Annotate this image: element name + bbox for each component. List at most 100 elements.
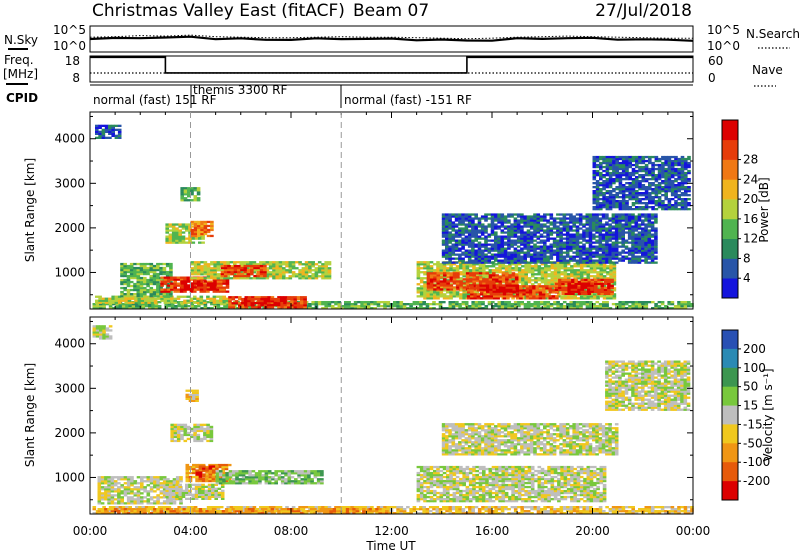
- heat-cell-20: [602, 176, 606, 179]
- heat-cell-19: [445, 221, 449, 224]
- heat-cell-17: [587, 290, 591, 293]
- heat-cell-16: [597, 278, 601, 281]
- heat-cell-2: [146, 282, 150, 286]
- heat-cell-13: [517, 263, 522, 266]
- heat-cell-5: [304, 267, 309, 270]
- heat-cell-2: [159, 278, 163, 282]
- heat-cell-19: [529, 239, 534, 242]
- heat-cell-0: [667, 303, 671, 306]
- heat-cell-6: [223, 272, 228, 276]
- heat-cell-19: [578, 251, 583, 254]
- heat-cell-16: [610, 278, 614, 281]
- heat-cell-19: [572, 243, 576, 246]
- heat-cell-19: [529, 235, 534, 238]
- heat-cell-9: [168, 229, 173, 232]
- heat-cell-10: [197, 230, 201, 234]
- heat-cell-10: [190, 230, 195, 234]
- heat-cell-18: [479, 284, 483, 287]
- heat-cell-19: [497, 247, 501, 250]
- heat-cell-1: [176, 295, 181, 298]
- heat-cell-7: [277, 296, 281, 299]
- heat-cell-13: [433, 283, 437, 286]
- heat-cell-19: [458, 259, 462, 262]
- heat-cell-0: [683, 305, 688, 308]
- heat-cell-8: [260, 299, 264, 303]
- heat-cell-3: [160, 290, 164, 293]
- heat-cell-19: [477, 245, 482, 248]
- heat-cell-19: [490, 227, 495, 230]
- heat-cell-2: [136, 288, 141, 292]
- heat-cell-2: [152, 278, 157, 282]
- heat-cell-19: [647, 235, 652, 238]
- heat-cell-13: [426, 267, 430, 270]
- heat-cell-19: [546, 257, 550, 260]
- heat-cell-13: [553, 271, 558, 274]
- heat-cell-20: [605, 208, 610, 211]
- heat-cell-1: [170, 299, 174, 302]
- heat-cell-16: [610, 284, 614, 287]
- heat-cell-5: [301, 273, 306, 276]
- heat-cell-19: [516, 253, 521, 256]
- heat-cell-14: [492, 274, 496, 277]
- heat-cell-19: [497, 239, 501, 242]
- heat-cell-2: [126, 284, 131, 288]
- heat-cell-19: [451, 227, 456, 230]
- heat-cell-5: [197, 271, 201, 274]
- heat-cell-19: [451, 225, 456, 228]
- heat-cell-19: [494, 237, 498, 240]
- heat-cell-3: [160, 282, 164, 285]
- heat-cell-19: [533, 251, 537, 254]
- heat-cell-19: [614, 213, 619, 216]
- heat-cell-0: [589, 301, 593, 304]
- heat-cell-2: [136, 284, 141, 288]
- heat-cell-5: [317, 261, 322, 264]
- heat-cell-2: [149, 278, 154, 282]
- heat-cell-19: [614, 235, 619, 238]
- heat-cell-0: [660, 307, 665, 310]
- heat-cell-14: [429, 276, 434, 279]
- heat-cell-20: [599, 161, 603, 165]
- heat-cell-13: [612, 293, 617, 296]
- heat-cell-19: [582, 245, 586, 248]
- heat-cell-7: [303, 304, 307, 307]
- heat-cell-19: [543, 245, 547, 248]
- heat-cell-2: [169, 272, 173, 276]
- heat-cell-8: [244, 303, 248, 307]
- heat-cell-0: [585, 307, 590, 310]
- heat-cell-13: [524, 273, 528, 276]
- heat-cell-5: [193, 267, 198, 270]
- heat-cell-3: [160, 284, 164, 287]
- heat-cell-15: [499, 293, 504, 296]
- heat-cell-13: [416, 269, 421, 272]
- heat-cell-19: [500, 219, 505, 222]
- heat-cell-2: [123, 295, 127, 298]
- heat-cell-19: [592, 227, 596, 230]
- heat-cell-13: [586, 277, 591, 280]
- heat-cell-19: [500, 225, 505, 228]
- heat-cell-14: [446, 282, 450, 285]
- heat-cell-19: [569, 249, 573, 252]
- heat-cell-2: [139, 266, 144, 270]
- heat-cell-19: [487, 261, 492, 264]
- heat-cell-13: [521, 273, 525, 276]
- heat-cell-19: [647, 255, 652, 258]
- heat-cell-0: [484, 305, 489, 308]
- heat-cell-0: [337, 305, 342, 308]
- heat-cell-2: [139, 268, 144, 272]
- heat-cell-0: [680, 303, 684, 306]
- heat-cell-19: [484, 261, 488, 264]
- heat-cell-0: [546, 307, 551, 310]
- heat-cell-15: [515, 297, 520, 300]
- heat-cell-0: [654, 305, 658, 308]
- heat-cell-19: [569, 257, 573, 260]
- heat-cell-9: [181, 235, 186, 238]
- heat-cell-19: [654, 243, 658, 246]
- heat-cell-16: [597, 290, 601, 293]
- heat-cell-19: [631, 243, 635, 246]
- heat-cell-0: [363, 301, 368, 304]
- heat-cell-6: [243, 264, 248, 268]
- heat-cell-20: [599, 194, 603, 197]
- heat-cell-19: [575, 229, 580, 232]
- heat-cell-0: [651, 307, 655, 310]
- heat-cell-0: [412, 307, 417, 310]
